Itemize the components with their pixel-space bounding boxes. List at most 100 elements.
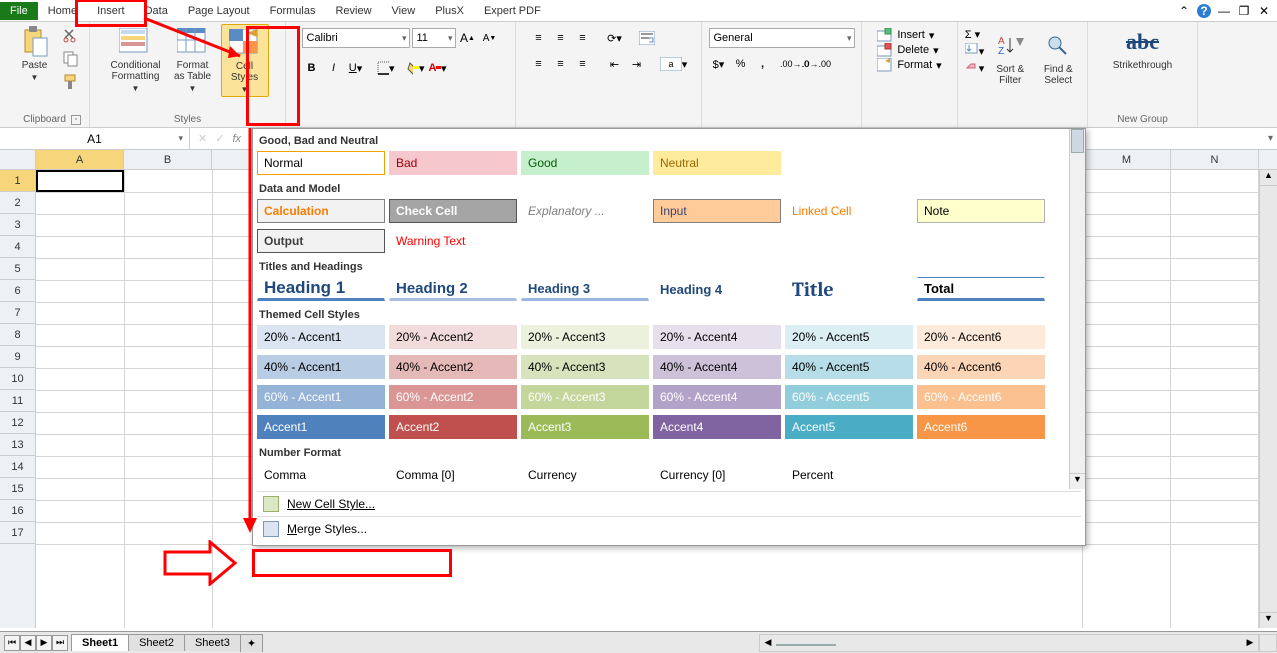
increase-indent-icon[interactable]: ⇥ [627,54,647,74]
tab-page-layout[interactable]: Page Layout [178,2,260,20]
style-swatch[interactable]: Accent5 [785,415,913,439]
paste-button[interactable]: Paste ▼ [11,24,59,84]
comma-icon[interactable]: , [753,54,773,74]
style-swatch[interactable]: Comma [0] [389,463,517,487]
find-select-button[interactable]: Find & Select [1036,28,1080,88]
sheet-nav-last-icon[interactable]: ⏭ [52,635,68,651]
style-swatch[interactable]: 20% - Accent1 [257,325,385,349]
style-swatch[interactable]: Warning Text [389,229,517,253]
fill-icon[interactable]: ▾ [965,43,985,58]
row-3[interactable]: 3 [0,214,35,236]
style-swatch[interactable]: Good [521,151,649,175]
cells-delete[interactable]: Delete▾ [877,43,941,57]
gallery-scrollbar[interactable]: ▼ [1069,129,1085,489]
tab-view[interactable]: View [382,2,426,20]
sheet-tab-1[interactable]: Sheet1 [71,634,129,651]
style-swatch[interactable]: Output [257,229,385,253]
clear-icon[interactable]: ▾ [965,60,985,75]
style-swatch[interactable]: 40% - Accent3 [521,355,649,379]
sort-filter-button[interactable]: AZ Sort & Filter [988,28,1032,88]
font-name-select[interactable]: Calibri [302,28,410,48]
strikethrough-button[interactable]: abc Strikethrough [1109,24,1176,73]
style-swatch[interactable]: Check Cell [389,199,517,223]
col-N[interactable]: N [1171,150,1259,169]
style-swatch[interactable]: Title [785,277,913,301]
style-swatch[interactable]: 40% - Accent2 [389,355,517,379]
style-swatch[interactable]: Heading 3 [521,277,649,301]
new-cell-style-menu[interactable]: New Cell Style... [257,491,1081,516]
italic-icon[interactable]: I [324,58,344,78]
style-swatch[interactable]: Calculation [257,199,385,223]
cell-styles-button[interactable]: Cell Styles▼ [221,24,269,97]
close-icon[interactable]: ✕ [1257,4,1271,18]
wrap-text-icon[interactable] [637,28,657,48]
sheet-nav-prev-icon[interactable]: ◀ [20,635,36,651]
row-15[interactable]: 15 [0,478,35,500]
style-swatch[interactable]: 60% - Accent6 [917,385,1045,409]
row-6[interactable]: 6 [0,280,35,302]
style-swatch[interactable]: 60% - Accent2 [389,385,517,409]
row-12[interactable]: 12 [0,412,35,434]
row-17[interactable]: 17 [0,522,35,544]
tab-review[interactable]: Review [325,2,381,20]
row-4[interactable]: 4 [0,236,35,258]
style-swatch[interactable]: 40% - Accent4 [653,355,781,379]
row-7[interactable]: 7 [0,302,35,324]
style-swatch[interactable]: Total [917,277,1045,301]
tab-plusx[interactable]: PlusX [425,2,474,20]
tab-expert-pdf[interactable]: Expert PDF [474,2,551,20]
style-swatch[interactable]: 60% - Accent1 [257,385,385,409]
style-swatch[interactable]: Heading 1 [257,277,385,301]
style-swatch[interactable]: Bad [389,151,517,175]
style-swatch[interactable]: 60% - Accent5 [785,385,913,409]
style-swatch[interactable]: 40% - Accent6 [917,355,1045,379]
fx-cancel-icon[interactable]: ✕ [198,132,207,145]
row-14[interactable]: 14 [0,456,35,478]
format-as-table-button[interactable]: Format as Table▼ [169,24,217,95]
row-11[interactable]: 11 [0,390,35,412]
number-format-select[interactable]: General [709,28,855,48]
borders-icon[interactable]: ▾ [376,58,396,78]
row-10[interactable]: 10 [0,368,35,390]
style-swatch[interactable]: 40% - Accent5 [785,355,913,379]
style-swatch[interactable]: Note [917,199,1045,223]
fx-enter-icon[interactable]: ✓ [215,132,224,145]
clipboard-dialog-icon[interactable]: ▫ [71,115,81,125]
col-B[interactable]: B [124,150,212,169]
selected-cell-A1[interactable] [36,170,124,192]
style-swatch[interactable]: 20% - Accent2 [389,325,517,349]
style-swatch[interactable]: Linked Cell [785,199,913,223]
style-swatch[interactable]: Accent1 [257,415,385,439]
underline-icon[interactable]: U▾ [346,58,366,78]
tab-home[interactable]: Home [38,2,87,20]
style-swatch[interactable]: Percent [785,463,913,487]
style-swatch[interactable]: Accent6 [917,415,1045,439]
tab-formulas[interactable]: Formulas [260,2,326,20]
style-swatch[interactable]: Accent3 [521,415,649,439]
tab-insert[interactable]: Insert [87,2,135,20]
style-swatch[interactable]: 60% - Accent3 [521,385,649,409]
merge-center-icon[interactable]: a▾ [659,54,689,74]
sheet-tab-3[interactable]: Sheet3 [184,634,241,651]
shrink-font-icon[interactable]: A▼ [480,28,500,48]
align-bottom-icon[interactable]: ≡ [573,28,593,48]
style-swatch[interactable]: 40% - Accent1 [257,355,385,379]
style-swatch[interactable]: 20% - Accent6 [917,325,1045,349]
align-right-icon[interactable]: ≡ [573,54,593,74]
minimize-ribbon-icon[interactable]: ⌃ [1177,4,1191,18]
align-center-icon[interactable]: ≡ [551,54,571,74]
font-color-icon[interactable]: A▾ [428,58,448,78]
style-swatch[interactable]: Accent4 [653,415,781,439]
align-top-icon[interactable]: ≡ [529,28,549,48]
name-box[interactable]: A1 [0,128,190,149]
sheet-tab-2[interactable]: Sheet2 [128,634,185,651]
fx-icon[interactable]: fx [232,133,241,145]
decrease-indent-icon[interactable]: ⇤ [605,54,625,74]
style-swatch[interactable]: Accent2 [389,415,517,439]
cells-format[interactable]: Format▾ [877,58,941,72]
sheet-nav-first-icon[interactable]: ⏮ [4,635,20,651]
grow-font-icon[interactable]: A▲ [458,28,478,48]
row-2[interactable]: 2 [0,192,35,214]
row-13[interactable]: 13 [0,434,35,456]
merge-styles-menu[interactable]: Merge Styles... [257,516,1081,541]
